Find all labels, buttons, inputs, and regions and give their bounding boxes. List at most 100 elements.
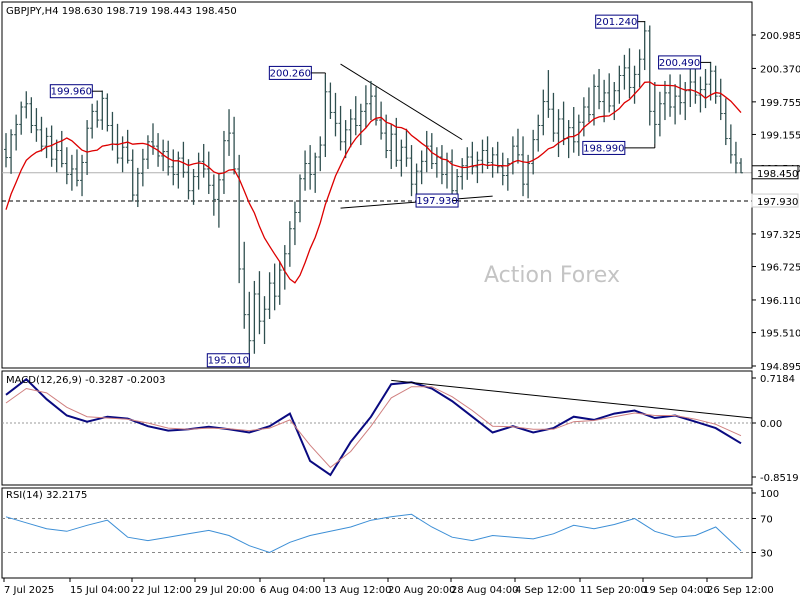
price-bar bbox=[683, 82, 688, 121]
price-bar bbox=[267, 272, 272, 319]
price-bar bbox=[551, 92, 556, 142]
price-bar bbox=[338, 105, 343, 151]
x-tick-label: 11 Sep 20:00 bbox=[580, 585, 647, 596]
price-bar bbox=[637, 49, 642, 88]
annotation-label: 200.260 bbox=[270, 68, 311, 79]
price-tag-label: 197.930 bbox=[757, 197, 798, 208]
rsi-panel-frame bbox=[1, 487, 753, 579]
price-bar bbox=[353, 96, 358, 136]
price-bar bbox=[14, 114, 19, 151]
rsi-line bbox=[5, 513, 742, 554]
price-bar bbox=[414, 163, 419, 200]
annotation-label: 198.990 bbox=[583, 143, 624, 154]
price-bar bbox=[125, 129, 130, 164]
price-bar bbox=[652, 82, 657, 144]
price-bar bbox=[566, 120, 571, 159]
price-bar bbox=[632, 65, 637, 104]
macd-panel-title: MACD(12,26,9) -0.3287 -0.2003 bbox=[6, 375, 166, 386]
rsi-tick-label: 70 bbox=[760, 515, 773, 526]
price-bar bbox=[404, 128, 409, 167]
x-axis: 7 Jul 2025 15 Jul 04:00 22 Jul 12:00 29 Jul… bbox=[3, 578, 774, 596]
price-bar bbox=[292, 201, 297, 246]
price-tick-label: 200.370 bbox=[760, 64, 800, 75]
price-bar bbox=[505, 158, 510, 191]
price-bar bbox=[531, 129, 536, 175]
price-bar bbox=[450, 149, 455, 202]
macd-tick-label: 0.7184 bbox=[760, 374, 795, 385]
price-bar bbox=[29, 97, 34, 134]
price-bar bbox=[130, 149, 135, 202]
price-bar bbox=[39, 116, 44, 152]
price-bar bbox=[343, 120, 348, 159]
rsi-panel-title: RSI(14) 32.2175 bbox=[6, 490, 87, 501]
price-bar bbox=[571, 107, 576, 153]
price-tag-box bbox=[751, 193, 799, 208]
price-bar bbox=[445, 152, 449, 189]
price-bar bbox=[242, 241, 247, 329]
price-bar bbox=[662, 80, 667, 121]
macd-macd-line bbox=[5, 377, 742, 477]
price-bar bbox=[490, 147, 495, 178]
price-bar bbox=[287, 221, 292, 267]
price-bar bbox=[541, 89, 546, 136]
price-bar bbox=[298, 174, 302, 223]
moving-average-line bbox=[5, 81, 742, 284]
price-bar bbox=[673, 84, 678, 125]
price-bar bbox=[510, 136, 515, 175]
price-bar bbox=[221, 130, 226, 194]
price-annotation: 197.930 bbox=[415, 193, 459, 208]
price-bar bbox=[439, 145, 444, 185]
annotation-label: 197.930 bbox=[416, 196, 457, 207]
x-tick-label: 26 Sep 12:00 bbox=[707, 585, 774, 596]
price-bar bbox=[394, 117, 399, 167]
rsi-tick-label: 100 bbox=[760, 489, 779, 500]
price-bar bbox=[389, 124, 394, 169]
price-tag: 198.450 bbox=[751, 165, 799, 180]
price-bar bbox=[333, 92, 338, 137]
price-bar bbox=[328, 82, 333, 119]
price-bar bbox=[69, 154, 74, 191]
price-bar bbox=[460, 158, 465, 190]
price-bar bbox=[515, 128, 520, 164]
price-tick-label: 196.110 bbox=[760, 296, 800, 307]
rsi-tick-label: 30 bbox=[760, 549, 773, 560]
price-bar bbox=[475, 151, 480, 184]
price-panel: 200.985200.370199.755199.155198.540197.3… bbox=[2, 6, 800, 373]
price-panel-frame bbox=[1, 1, 753, 369]
price-bar bbox=[592, 74, 596, 126]
price-tick-label: 196.725 bbox=[760, 263, 800, 274]
x-tick-label: 29 Jul 20:00 bbox=[195, 585, 255, 596]
annotation-label: 195.010 bbox=[208, 356, 249, 367]
price-bar bbox=[318, 136, 323, 172]
price-annotation: 200.260 bbox=[268, 65, 326, 80]
price-bar bbox=[247, 291, 252, 360]
price-bar bbox=[739, 158, 743, 174]
price-bar bbox=[647, 25, 652, 126]
price-bar bbox=[723, 98, 728, 146]
price-bar bbox=[581, 97, 586, 137]
price-bar bbox=[424, 130, 429, 173]
price-bar bbox=[688, 67, 693, 108]
price-bar bbox=[74, 149, 79, 187]
watermark: Action Forex bbox=[484, 263, 620, 288]
price-bar bbox=[500, 152, 505, 186]
macd-tick-label: 0.00 bbox=[760, 419, 782, 430]
price-bar bbox=[602, 79, 607, 123]
price-bar bbox=[627, 48, 632, 99]
price-panel-title: GBPJPY,H4 198.630 198.719 198.443 198.45… bbox=[6, 6, 237, 17]
price-bar bbox=[358, 103, 363, 146]
price-bar bbox=[85, 120, 90, 175]
descending-trendline bbox=[340, 63, 463, 141]
price-tick-label: 200.985 bbox=[760, 31, 800, 42]
price-bar bbox=[140, 148, 145, 187]
price-bar bbox=[728, 124, 733, 164]
x-tick-label: 13 Aug 12:00 bbox=[324, 585, 391, 596]
price-bar bbox=[90, 103, 95, 139]
price-bar bbox=[9, 129, 14, 174]
price-bar bbox=[54, 139, 59, 173]
x-tick-label: 6 Aug 04:00 bbox=[260, 585, 321, 596]
price-bar bbox=[642, 21, 647, 71]
price-bar bbox=[419, 150, 424, 185]
price-annotation: 200.490 bbox=[658, 55, 712, 70]
